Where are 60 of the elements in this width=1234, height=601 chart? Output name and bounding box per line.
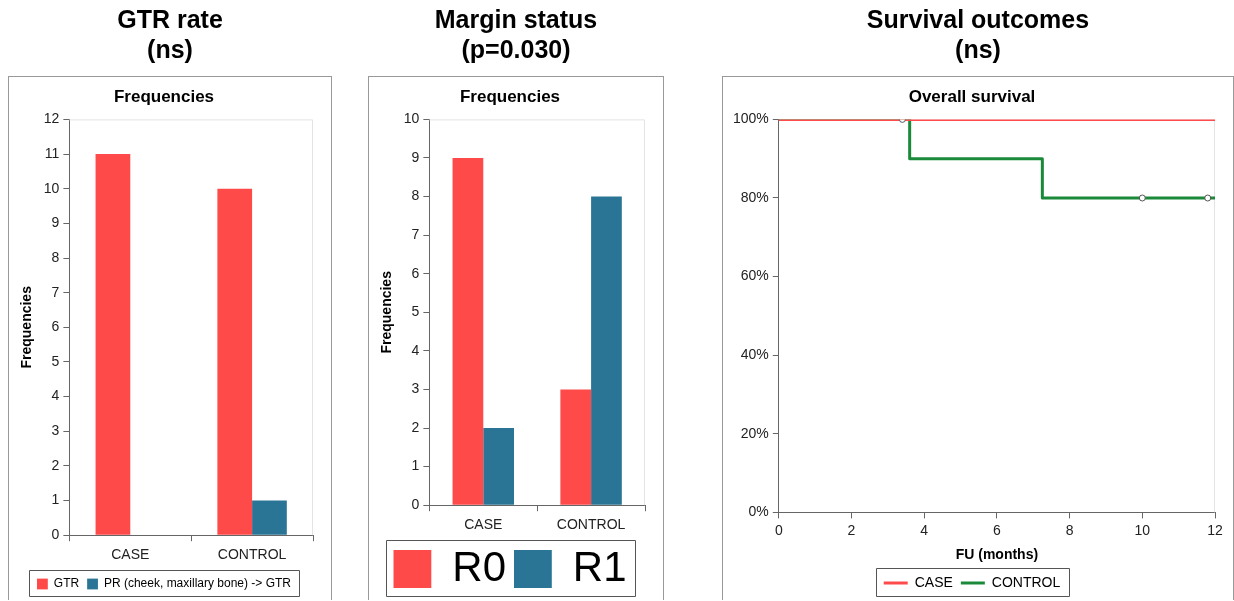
chart-title: Survival outcomes (ns) <box>865 4 1091 65</box>
legend-label: GTR <box>53 576 80 591</box>
y-tick-label: 80% <box>740 188 769 205</box>
bar <box>95 154 131 535</box>
y-tick-label: 5 <box>411 303 420 320</box>
y-tick-label: 2 <box>51 456 60 473</box>
y-axis-title: Frequencies <box>378 270 395 354</box>
chart-subtitle: Frequencies <box>113 86 215 106</box>
y-tick-label: 60% <box>740 267 769 284</box>
bar <box>217 188 253 535</box>
y-tick-label: 8 <box>411 187 420 204</box>
y-tick-label: 5 <box>51 352 60 369</box>
y-tick-label: 11 <box>44 144 60 161</box>
x-tick-label: CASE <box>464 516 503 533</box>
x-tick-label: 0 <box>774 521 783 538</box>
y-tick-label: 40% <box>740 346 769 363</box>
legend-label: R1 <box>572 542 627 590</box>
x-tick-label: 4 <box>920 521 929 538</box>
legend-label: CONTROL <box>991 573 1061 590</box>
chart-title: Margin status (p=0.030) <box>433 4 599 65</box>
y-tick-label: 6 <box>51 318 60 335</box>
chart-title: GTR rate (ns) <box>116 4 224 65</box>
y-tick-label: 100% <box>732 110 769 127</box>
chart-subtitle: Frequencies <box>459 86 561 106</box>
y-tick-label: 7 <box>51 283 60 300</box>
y-tick-label: 7 <box>411 226 420 242</box>
x-tick-label: 8 <box>1065 521 1074 538</box>
y-tick-label: 3 <box>411 380 420 397</box>
y-tick-label: 0% <box>748 503 769 520</box>
bar <box>560 389 592 505</box>
legend-label: CASE <box>914 573 953 590</box>
y-tick-label: 10 <box>43 179 60 196</box>
bar <box>252 500 287 535</box>
bar <box>483 428 515 505</box>
y-tick-label: 6 <box>411 264 420 281</box>
y-tick-label: 8 <box>51 248 60 265</box>
y-tick-label: 1 <box>411 457 420 474</box>
legend-label: PR (cheek, maxillary bone) -> GTR <box>103 576 292 591</box>
bar <box>591 196 622 505</box>
y-tick-label: 10 <box>403 110 420 127</box>
y-tick-label: 4 <box>51 387 60 404</box>
chart-subtitle: Overall survival <box>908 86 1036 106</box>
legend-label: R0 <box>452 542 507 590</box>
x-tick-label: 10 <box>1134 521 1151 538</box>
y-axis-title: Frequencies <box>18 285 35 369</box>
x-tick-label: 6 <box>993 521 1001 538</box>
x-tick-label: CONTROL <box>556 516 626 533</box>
y-tick-label: 12 <box>43 110 60 127</box>
y-tick-label: 0 <box>411 496 420 513</box>
x-tick-label: 2 <box>847 521 856 538</box>
y-tick-label: 4 <box>411 341 420 358</box>
y-tick-label: 1 <box>51 491 60 508</box>
y-tick-label: 9 <box>411 148 420 165</box>
y-tick-label: 3 <box>51 422 60 439</box>
y-tick-label: 20% <box>740 424 769 441</box>
y-tick-label: 2 <box>411 418 420 435</box>
y-tick-label: 9 <box>51 214 60 231</box>
x-axis-title: FU (months) <box>955 546 1039 563</box>
bar <box>452 157 484 505</box>
x-tick-label: 12 <box>1207 521 1223 538</box>
